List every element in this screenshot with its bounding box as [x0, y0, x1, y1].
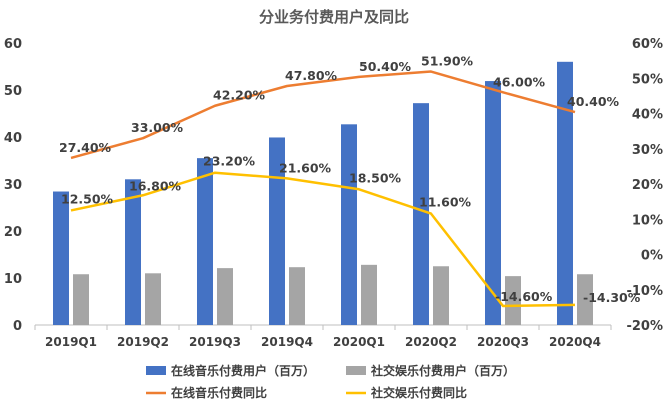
y-right-tick-label: 60% [632, 37, 663, 52]
y-left-tick-label: 60 [4, 37, 22, 52]
social-yoy-label: 16.80% [129, 178, 182, 193]
y-right-tick-label: 50% [632, 72, 663, 87]
music-yoy-label: 50.40% [359, 59, 412, 74]
music-paid-users-bar [125, 179, 141, 325]
x-tick-label: 2020Q3 [477, 335, 529, 349]
social-yoy-label: 23.20% [203, 154, 256, 169]
music-paid-users-bar [269, 137, 285, 325]
social-yoy-label: 12.50% [61, 191, 114, 206]
bars-group [53, 61, 593, 326]
data-labels-group: 27.40% 33.00% 42.20% 47.80% 50.40% 51.90% 46.0… [59, 54, 641, 305]
social-paid-users-bar [505, 276, 521, 325]
y-right-tick-label: 30% [632, 143, 663, 158]
y-left-tick-label: 20 [4, 225, 22, 240]
social-yoy-label: 11.60% [419, 195, 472, 210]
y-left-tick-label: 10 [4, 272, 22, 287]
social-yoy-label: -14.60% [495, 289, 553, 304]
x-tick-label: 2020Q4 [549, 335, 601, 349]
x-tick-label: 2019Q2 [117, 335, 169, 349]
x-tick-label: 2019Q4 [261, 335, 313, 349]
music-yoy-label: 46.00% [493, 74, 546, 89]
y-left-tick-label: 30 [4, 178, 22, 193]
social-paid-users-bar [217, 268, 233, 325]
social-paid-users-bar [73, 274, 89, 325]
music-yoy-label: 51.90% [421, 54, 474, 69]
music-paid-users-bar [197, 158, 213, 325]
y-right-tick-label: 40% [632, 108, 663, 123]
y-right-tick-label: 10% [632, 213, 663, 228]
legend-label: 社交娱乐付费同比 [370, 385, 467, 400]
y-right-tick-label: -10% [626, 284, 663, 299]
lines-group [70, 70, 576, 308]
legend-swatch [346, 366, 366, 375]
music-yoy-label: 47.80% [285, 68, 338, 83]
social-yoy-label: 21.60% [279, 160, 332, 175]
music-yoy-label: 33.00% [131, 120, 184, 135]
social-paid-users-bar [433, 266, 449, 325]
legend-label: 在线音乐付费用户（百万） [171, 363, 315, 378]
music-paid-users-bar [557, 61, 573, 326]
axes-group: 2019Q1 2019Q2 2019Q3 2019Q4 2020Q1 2020Q2 2020… [4, 37, 663, 349]
music-paid-users-bar [485, 81, 501, 325]
social-paid-users-bar [361, 264, 377, 325]
y-right-tick-label: -20% [626, 319, 663, 334]
x-tick-label: 2019Q1 [45, 335, 97, 349]
x-tick-label: 2019Q3 [189, 335, 241, 349]
music-paid-users-bar [413, 103, 429, 325]
music-yoy-label: 27.40% [59, 140, 112, 155]
music-paid-users-bar [341, 124, 357, 325]
social-yoy-line [70, 171, 576, 308]
legend-label: 在线音乐付费同比 [171, 385, 267, 400]
social-paid-users-bar [289, 267, 305, 325]
music-paid-users-bar [53, 191, 69, 325]
music-yoy-label: 40.40% [567, 94, 620, 109]
y-right-tick-label: 20% [632, 178, 663, 193]
music-yoy-line [70, 70, 576, 160]
chart-title: 分业务付费用户及同比 [259, 8, 409, 26]
legend-swatch [146, 366, 166, 375]
social-yoy-label: 18.50% [349, 170, 402, 185]
y-left-tick-label: 0 [13, 319, 22, 334]
y-left-tick-label: 50 [4, 84, 22, 99]
x-tick-label: 2020Q1 [333, 335, 385, 349]
social-yoy-label: -14.30% [583, 290, 641, 305]
y-left-tick-label: 40 [4, 131, 22, 146]
y-right-tick-label: 0% [641, 249, 663, 264]
music-yoy-label: 42.20% [213, 88, 266, 103]
legend-label: 社交娱乐付费用户（百万） [370, 363, 515, 378]
x-tick-label: 2020Q2 [405, 335, 457, 349]
social-paid-users-bar [577, 274, 593, 325]
social-paid-users-bar [145, 273, 161, 325]
legend: 在线音乐付费用户（百万） 社交娱乐付费用户（百万） 在线音乐付费同比 社交娱乐付费同比 [146, 363, 515, 400]
